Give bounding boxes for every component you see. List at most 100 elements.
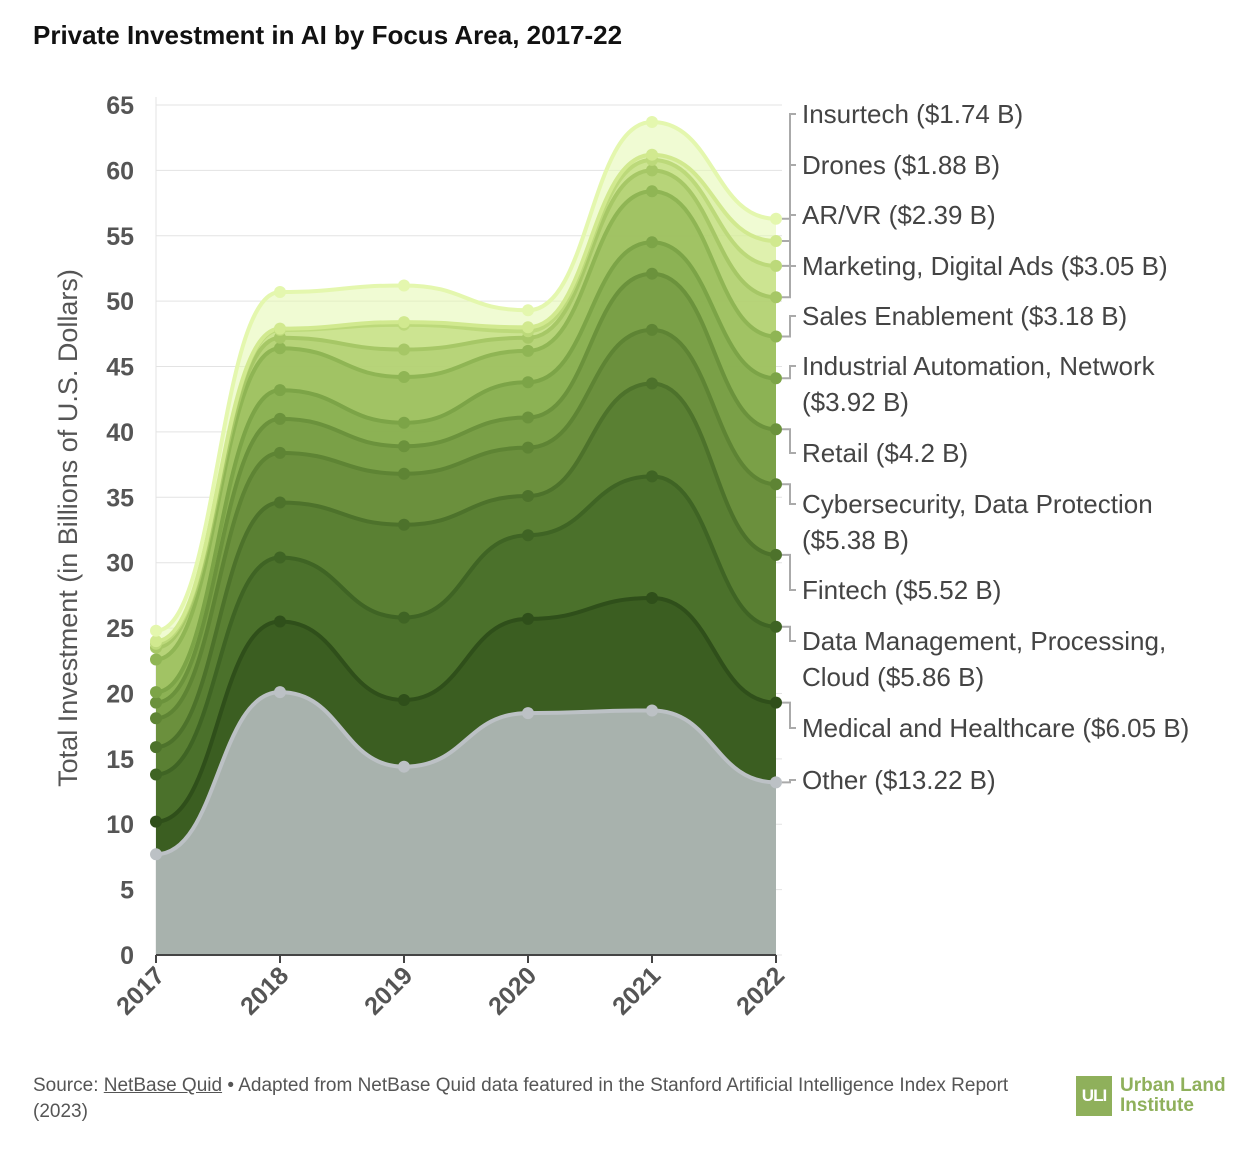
data-point	[150, 653, 162, 666]
legend-connector	[782, 553, 796, 591]
data-point	[646, 267, 658, 280]
data-point	[150, 624, 162, 637]
data-point	[398, 279, 410, 292]
data-point	[770, 548, 782, 561]
data-point	[398, 694, 410, 706]
data-point	[646, 236, 658, 249]
y-axis: 0 5 10 15 20 25 30 35 40 45 50 55 60 65	[106, 92, 134, 970]
y-tick-label: 45	[106, 354, 134, 382]
legend-label: Medical and Healthcare ($6.05 B)	[802, 713, 1189, 743]
data-point	[274, 384, 286, 397]
data-point	[150, 768, 162, 781]
data-point	[274, 686, 286, 699]
data-point	[150, 635, 162, 648]
y-axis-label: Total Investment (in Billions of U.S. Do…	[53, 269, 83, 787]
data-point	[770, 478, 782, 491]
data-point	[522, 344, 534, 357]
legend-connector	[782, 365, 796, 380]
x-tick-label: 2018	[235, 961, 294, 1020]
logo-mark: ULI	[1076, 1076, 1112, 1116]
legend-connector	[782, 779, 796, 784]
data-point	[398, 416, 410, 429]
legend-label: Data Management, Processing, Cloud ($5.86…	[802, 626, 1166, 692]
chart-title: Private Investment in AI by Focus Area, …	[33, 20, 623, 50]
series-lines	[155, 119, 777, 857]
data-point	[646, 185, 658, 198]
legend-label: Retail ($4.2 B)	[802, 438, 968, 468]
x-tick-label: 2022	[731, 961, 790, 1020]
data-point	[770, 620, 782, 633]
line-other	[155, 690, 777, 857]
data-point	[646, 377, 658, 390]
data-point	[522, 707, 534, 720]
line-drones	[155, 152, 777, 644]
y-tick-label: 65	[106, 92, 134, 120]
legend-labels: Other ($13.22 B) Medical and Healthcare (…	[782, 99, 1189, 795]
data-point	[770, 235, 782, 247]
y-tick-label: 30	[106, 550, 134, 578]
line-fintech	[155, 381, 777, 750]
source-description: • Adapted from NetBase Quid data feature…	[33, 1075, 1009, 1122]
data-point	[398, 611, 410, 624]
data-point	[646, 704, 658, 717]
data-point	[522, 321, 534, 334]
data-point	[646, 164, 658, 177]
legend-connector	[782, 625, 796, 642]
data-point	[522, 490, 534, 502]
data-point	[150, 848, 162, 861]
legend-connector	[782, 265, 796, 299]
data-point	[770, 776, 782, 789]
y-tick-label: 20	[106, 680, 134, 708]
y-tick-label: 15	[106, 746, 134, 774]
data-point	[274, 551, 286, 564]
data-point	[274, 412, 286, 425]
legend-label: Fintech ($5.52 B)	[802, 575, 1001, 605]
source-link[interactable]: NetBase Quid	[103, 1075, 223, 1096]
data-point	[770, 259, 782, 272]
data-point	[646, 592, 658, 604]
data-point	[398, 518, 410, 531]
legend-label: Cybersecurity, Data Protection ($5.38 B)	[802, 489, 1153, 555]
x-axis: 2017 2018 2019 2020 2021 2022	[111, 954, 790, 1021]
y-tick-label: 50	[106, 288, 134, 316]
line-insurtech	[155, 119, 777, 633]
y-tick-label: 0	[120, 942, 134, 970]
legend-label: Insurtech ($1.74 B)	[802, 99, 1023, 129]
data-point	[522, 411, 534, 424]
data-point	[770, 423, 782, 436]
source-note: Source: NetBase Quid • Adapted from NetB…	[33, 1073, 1053, 1125]
y-tick-label: 25	[106, 615, 134, 643]
data-point	[522, 529, 534, 542]
y-tick-label: 55	[106, 223, 134, 251]
legend-connector	[782, 428, 796, 454]
legend-label: Marketing, Digital Ads ($3.05 B)	[802, 251, 1168, 281]
data-point	[770, 372, 782, 385]
data-point	[770, 330, 782, 343]
data-point	[274, 615, 286, 628]
data-point	[770, 291, 782, 304]
legend-connector	[782, 483, 796, 505]
data-point	[150, 696, 162, 709]
data-point	[274, 496, 286, 509]
uli-logo: ULI Urban Land Institute	[1076, 1076, 1226, 1116]
legend-label: AR/VR ($2.39 B)	[802, 200, 996, 230]
data-point	[398, 760, 410, 773]
line-retail	[155, 271, 777, 705]
data-point	[522, 441, 534, 454]
source-prefix: Source:	[33, 1075, 104, 1096]
x-tick-label: 2021	[607, 961, 666, 1020]
legend-label: Drones ($1.88 B)	[802, 150, 1000, 180]
data-point	[646, 470, 658, 483]
logo-line-1: Urban Land	[1120, 1075, 1226, 1096]
line-data-management-processing-cloud	[155, 474, 777, 777]
data-point	[398, 440, 410, 453]
x-tick-label: 2020	[483, 961, 542, 1020]
logo-wordmark: Urban Land Institute	[1120, 1076, 1226, 1116]
y-tick-label: 35	[106, 484, 134, 512]
data-point	[274, 322, 286, 335]
y-tick-label: 60	[106, 157, 134, 185]
data-point	[398, 316, 410, 329]
legend-label: Sales Enablement ($3.18 B)	[802, 301, 1127, 331]
y-tick-label: 10	[106, 811, 134, 839]
